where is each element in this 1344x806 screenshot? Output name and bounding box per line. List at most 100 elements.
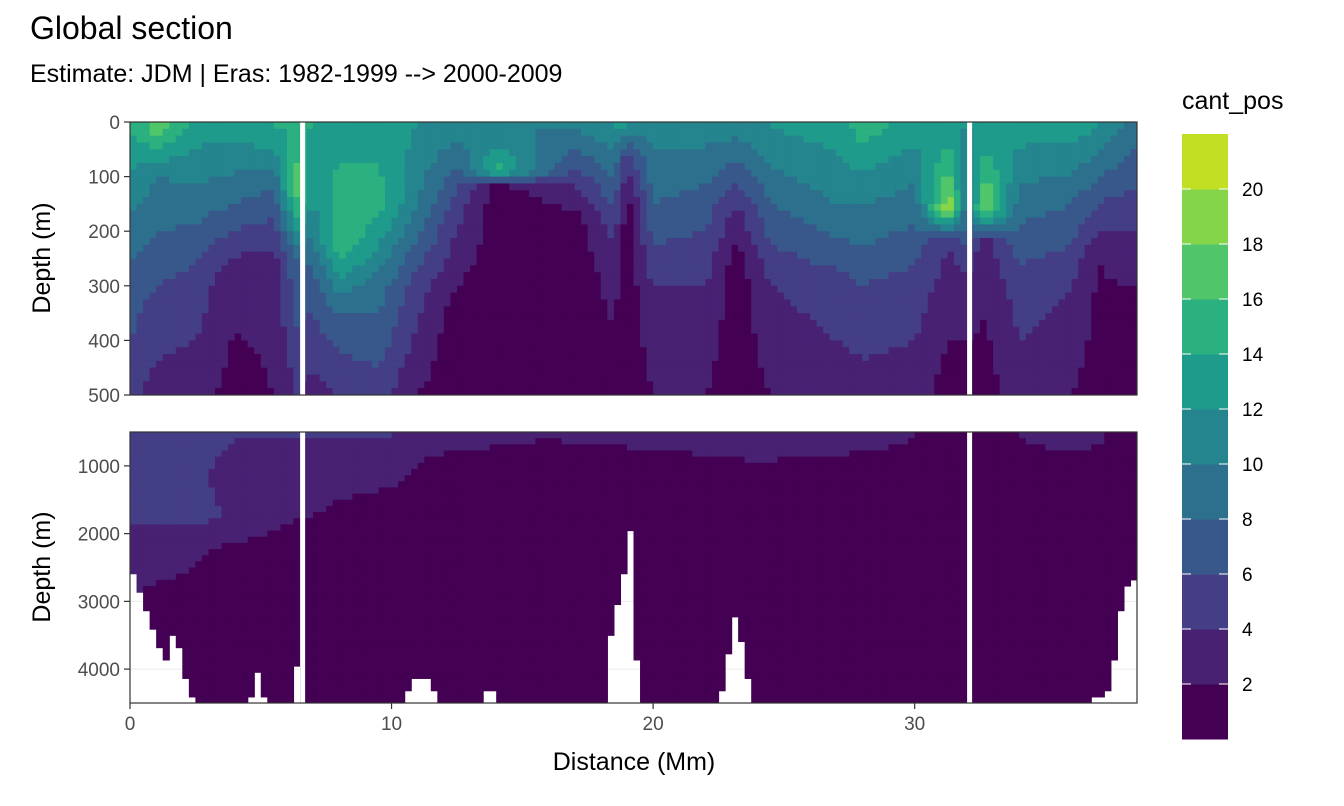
heatmap-cell bbox=[777, 231, 785, 239]
heatmap-cell bbox=[130, 347, 138, 355]
heatmap-cell bbox=[613, 169, 622, 178]
heatmap-cell bbox=[267, 360, 275, 369]
heatmap-cell bbox=[385, 176, 393, 185]
heatmap-cell bbox=[456, 183, 465, 191]
heatmap-cell bbox=[470, 367, 478, 376]
heatmap-cell bbox=[313, 265, 321, 273]
heatmap-cell bbox=[698, 183, 707, 191]
heatmap-cell bbox=[613, 258, 622, 266]
heatmap-cell bbox=[757, 122, 765, 130]
heatmap-cell bbox=[156, 128, 164, 137]
heatmap-cell bbox=[496, 251, 504, 260]
heatmap-cell bbox=[509, 258, 517, 266]
heatmap-cell bbox=[548, 347, 556, 355]
heatmap-cell bbox=[705, 306, 713, 314]
heatmap-cell bbox=[365, 292, 373, 301]
heatmap-cell bbox=[280, 333, 288, 341]
heatmap-cell bbox=[777, 326, 785, 335]
heatmap-cell bbox=[515, 183, 523, 191]
heatmap-cell bbox=[313, 347, 321, 355]
heatmap-cell bbox=[483, 224, 491, 232]
heatmap-cell bbox=[672, 319, 680, 328]
heatmap-cell bbox=[921, 244, 929, 253]
heatmap-cell bbox=[581, 258, 589, 266]
heatmap-cell bbox=[613, 347, 622, 355]
heatmap-cell bbox=[358, 238, 367, 246]
heatmap-cell bbox=[685, 135, 693, 144]
heatmap-cell bbox=[783, 388, 792, 395]
heatmap-cell bbox=[816, 135, 824, 144]
heatmap-cell bbox=[188, 203, 196, 212]
heatmap-cell bbox=[260, 169, 268, 178]
heatmap-cell bbox=[620, 313, 628, 321]
heatmap-cell bbox=[502, 285, 510, 294]
heatmap-cell bbox=[352, 354, 360, 362]
heatmap-cell bbox=[777, 299, 785, 307]
heatmap-cell bbox=[228, 299, 236, 307]
heatmap-cell bbox=[868, 292, 877, 301]
heatmap-cell bbox=[600, 190, 608, 198]
heatmap-cell bbox=[215, 142, 223, 150]
heatmap-cell bbox=[528, 313, 537, 321]
heatmap-cell bbox=[437, 149, 445, 157]
heatmap-cell bbox=[509, 169, 517, 178]
heatmap-cell bbox=[646, 313, 654, 321]
heatmap-cell bbox=[600, 285, 608, 294]
heatmap-cell bbox=[188, 176, 196, 185]
heatmap-cell bbox=[319, 244, 327, 253]
heatmap-cell bbox=[757, 238, 765, 246]
heatmap-cell bbox=[816, 326, 824, 335]
heatmap-cell bbox=[646, 265, 654, 273]
heatmap-cell bbox=[594, 360, 602, 369]
heatmap-cell bbox=[149, 278, 157, 287]
heatmap-cell bbox=[600, 156, 608, 164]
heatmap-cell bbox=[234, 367, 242, 376]
heatmap-cell bbox=[371, 313, 380, 321]
heatmap-cell bbox=[293, 176, 301, 185]
heatmap-cell bbox=[489, 272, 497, 280]
heatmap-cell bbox=[313, 285, 321, 294]
heatmap-cell bbox=[365, 217, 373, 225]
heatmap-cell bbox=[456, 292, 465, 301]
heatmap-cell bbox=[456, 197, 465, 205]
heatmap-cell bbox=[411, 265, 419, 273]
heatmap-cell bbox=[489, 169, 497, 178]
heatmap-cell bbox=[640, 142, 648, 150]
heatmap-cell bbox=[267, 169, 275, 178]
heatmap-cell bbox=[587, 244, 595, 253]
heatmap-cell bbox=[437, 217, 445, 225]
heatmap-cell bbox=[175, 319, 183, 328]
heatmap-cell bbox=[143, 360, 151, 369]
heatmap-cell bbox=[260, 319, 268, 328]
heatmap-cell bbox=[842, 354, 850, 362]
heatmap-cell bbox=[803, 203, 811, 212]
heatmap-cell bbox=[875, 210, 883, 219]
heatmap-cell bbox=[417, 326, 425, 335]
heatmap-cell bbox=[149, 265, 157, 273]
heatmap-cell bbox=[881, 367, 890, 376]
heatmap-cell bbox=[927, 306, 935, 314]
heatmap-cell bbox=[463, 374, 471, 382]
heatmap-cell bbox=[332, 244, 340, 253]
heatmap-cell bbox=[267, 340, 275, 348]
heatmap-cell bbox=[450, 367, 458, 376]
heatmap-cell bbox=[711, 354, 720, 362]
heatmap-cell bbox=[829, 122, 837, 130]
heatmap-cell bbox=[633, 360, 641, 369]
heatmap-cell bbox=[313, 217, 321, 225]
heatmap-cell bbox=[862, 244, 870, 253]
heatmap-cell bbox=[888, 278, 896, 287]
heatmap-cell bbox=[757, 244, 765, 253]
heatmap-cell bbox=[620, 149, 628, 157]
heatmap-cell bbox=[293, 231, 301, 239]
heatmap-cell bbox=[352, 306, 360, 314]
heatmap-cell bbox=[398, 333, 406, 341]
heatmap-cell bbox=[548, 333, 556, 341]
heatmap-cell bbox=[385, 169, 393, 178]
heatmap-cell bbox=[881, 272, 890, 280]
heatmap-cell bbox=[149, 135, 157, 144]
heatmap-cell bbox=[417, 135, 425, 144]
heatmap-cell bbox=[901, 265, 909, 273]
heatmap-cell bbox=[528, 319, 537, 328]
heatmap-cell bbox=[149, 251, 157, 260]
